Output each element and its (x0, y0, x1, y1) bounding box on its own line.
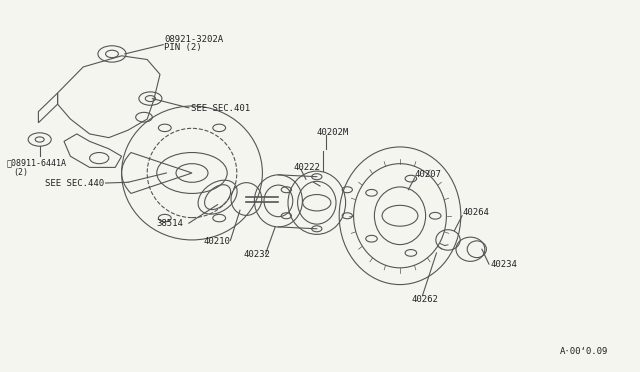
Text: 40232: 40232 (243, 250, 270, 259)
Text: SEE SEC.401: SEE SEC.401 (191, 104, 250, 113)
Text: (2): (2) (13, 168, 28, 177)
Text: ⓝ08911-6441A: ⓝ08911-6441A (6, 158, 67, 167)
Text: 40210: 40210 (204, 237, 230, 246)
Text: 40264: 40264 (463, 208, 490, 217)
Text: A·00‘0.09: A·00‘0.09 (560, 347, 609, 356)
Text: 40202M: 40202M (317, 128, 349, 137)
Text: 40207: 40207 (415, 170, 442, 179)
Text: PIN (2): PIN (2) (164, 43, 202, 52)
Text: 40262: 40262 (412, 295, 438, 304)
Text: 08921-3202A: 08921-3202A (164, 35, 223, 44)
Text: 40222: 40222 (293, 163, 320, 172)
Text: 40234: 40234 (490, 260, 517, 269)
Text: 38514: 38514 (157, 219, 184, 228)
Text: SEE SEC.440: SEE SEC.440 (45, 179, 104, 187)
